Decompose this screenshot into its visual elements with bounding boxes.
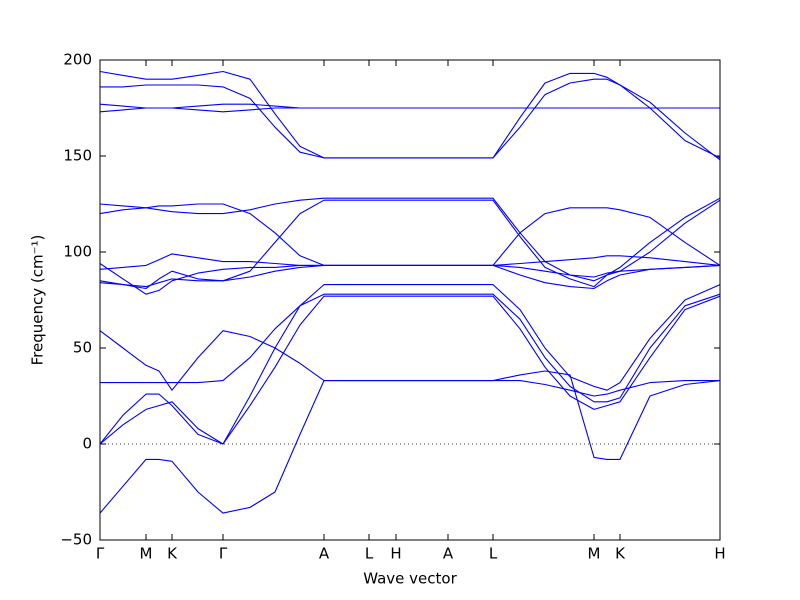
- x-tick-label: H: [390, 545, 401, 563]
- band-line: [99, 199, 721, 288]
- x-axis-label: Wave vector: [363, 570, 457, 588]
- x-tick-label: Γ: [96, 545, 105, 563]
- x-tick-label: Γ: [219, 545, 228, 563]
- band-line: [99, 295, 721, 445]
- x-tick-label: K: [167, 545, 178, 563]
- y-tick-label: −50: [60, 531, 92, 549]
- y-tick-label: 0: [82, 435, 92, 453]
- y-tick-label: 200: [63, 51, 92, 69]
- y-tick-label: 100: [63, 243, 92, 261]
- x-tick-label: A: [443, 545, 454, 563]
- x-tick-label: L: [489, 545, 498, 563]
- x-tick-label: M: [588, 545, 601, 563]
- x-tick-label: A: [319, 545, 330, 563]
- x-tick-label: M: [140, 545, 153, 563]
- band-line: [99, 70, 721, 161]
- band-line: [99, 203, 721, 266]
- band-line: [99, 330, 720, 397]
- plot-frame: [99, 59, 721, 541]
- band-line: [100, 293, 721, 403]
- band-line: [99, 197, 721, 282]
- y-tick-label: 50: [73, 339, 92, 357]
- band-line: [99, 107, 720, 113]
- band-line: [99, 284, 721, 445]
- x-tick-label: K: [615, 545, 626, 563]
- x-tick-label: L: [365, 545, 374, 563]
- y-tick-label: 150: [63, 147, 92, 165]
- x-tick-label: H: [714, 545, 725, 563]
- y-axis-label: Frequency (cm⁻¹): [29, 235, 47, 366]
